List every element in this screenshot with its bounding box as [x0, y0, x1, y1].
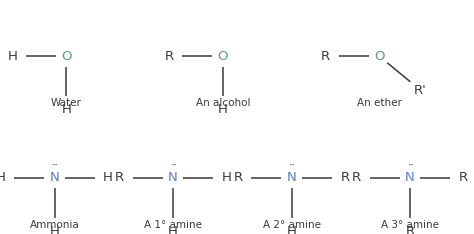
Text: A 1° amine: A 1° amine	[144, 220, 202, 230]
Text: O: O	[218, 50, 228, 63]
Text: Ammonia: Ammonia	[30, 220, 79, 230]
Text: R: R	[321, 50, 330, 63]
Text: H: H	[8, 50, 18, 63]
Text: An alcohol: An alcohol	[196, 98, 250, 108]
Text: An ether: An ether	[357, 98, 401, 108]
Text: A 3° amine: A 3° amine	[381, 220, 439, 230]
Text: O: O	[374, 50, 384, 63]
Text: R: R	[352, 171, 361, 184]
Text: R: R	[459, 171, 468, 184]
Text: H: H	[218, 103, 228, 116]
Text: ··: ··	[170, 162, 176, 171]
Text: R: R	[164, 50, 174, 63]
Text: H: H	[222, 171, 231, 184]
Text: H: H	[62, 103, 71, 116]
Text: R: R	[340, 171, 350, 184]
Text: O: O	[61, 50, 72, 63]
Text: H: H	[168, 225, 178, 234]
Text: N: N	[287, 171, 296, 184]
Text: R: R	[233, 171, 243, 184]
Text: H: H	[103, 171, 113, 184]
Text: Water: Water	[51, 98, 82, 108]
Text: R': R'	[414, 84, 427, 97]
Text: H: H	[0, 171, 6, 184]
Text: A 2° amine: A 2° amine	[263, 220, 320, 230]
Text: R: R	[115, 171, 124, 184]
Text: N: N	[405, 171, 415, 184]
Text: R: R	[405, 225, 415, 234]
Text: H: H	[287, 225, 296, 234]
Text: ··: ··	[407, 162, 413, 171]
Text: ··: ··	[51, 162, 58, 171]
Text: N: N	[50, 171, 59, 184]
Text: N: N	[168, 171, 178, 184]
Text: H: H	[50, 225, 59, 234]
Text: ··: ··	[288, 162, 295, 171]
